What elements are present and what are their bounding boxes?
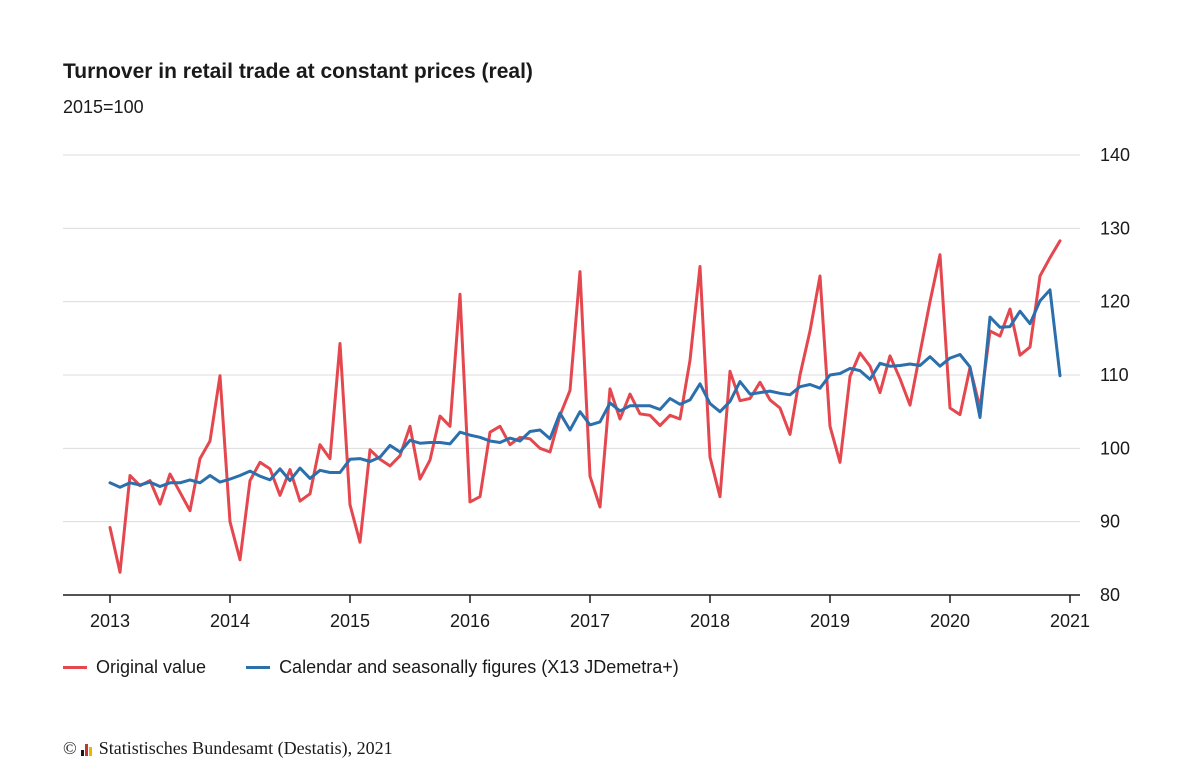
legend-label-seasonal: Calendar and seasonally figures (X13 JDe… (279, 657, 679, 677)
chart-title: Turnover in retail trade at constant pri… (63, 60, 533, 83)
legend-label-original: Original value (96, 657, 207, 677)
series-line-original (108, 239, 1062, 574)
x-tick-label: 2015 (330, 611, 370, 631)
x-tick-label: 2017 (570, 611, 610, 631)
y-tick-label: 120 (1100, 292, 1130, 312)
x-tick-label: 2013 (90, 611, 130, 631)
chart-subtitle: 2015=100 (63, 97, 144, 117)
y-tick-label: 140 (1100, 145, 1130, 165)
footer-text: Statistisches Bundesamt (Destatis), 2021 (98, 738, 393, 758)
series-lines (108, 239, 1062, 574)
x-tick-label: 2016 (450, 611, 490, 631)
x-tick-label: 2021 (1050, 611, 1090, 631)
legend-swatch-original (63, 666, 87, 669)
legend-swatch-seasonal (246, 666, 271, 669)
legend-item-seasonal: Calendar and seasonally figures (X13 JDe… (246, 657, 679, 678)
y-tick-label: 110 (1100, 365, 1129, 385)
y-tick-label: 100 (1100, 438, 1130, 458)
legend: Original value Calendar and seasonally f… (63, 657, 719, 678)
x-tick-label: 2020 (930, 611, 970, 631)
axes: 80 90 100 110 120 130 140 2013 2014 2015 2016 2017 2… (63, 145, 1130, 631)
y-tick-label: 130 (1100, 218, 1130, 238)
grid-lines (63, 154, 1080, 523)
series-line-seasonal (108, 288, 1062, 489)
copyright-symbol: © (63, 738, 77, 758)
footer-credit: © Statistisches Bundesamt (Destatis), 20… (63, 738, 393, 759)
legend-item-original: Original value (63, 657, 206, 678)
x-tick-label: 2018 (690, 611, 730, 631)
destatis-logo-icon (80, 742, 93, 756)
x-tick-label: 2014 (210, 611, 250, 631)
y-tick-label: 80 (1100, 585, 1120, 605)
y-tick-label: 90 (1100, 512, 1120, 532)
x-tick-label: 2019 (810, 611, 850, 631)
